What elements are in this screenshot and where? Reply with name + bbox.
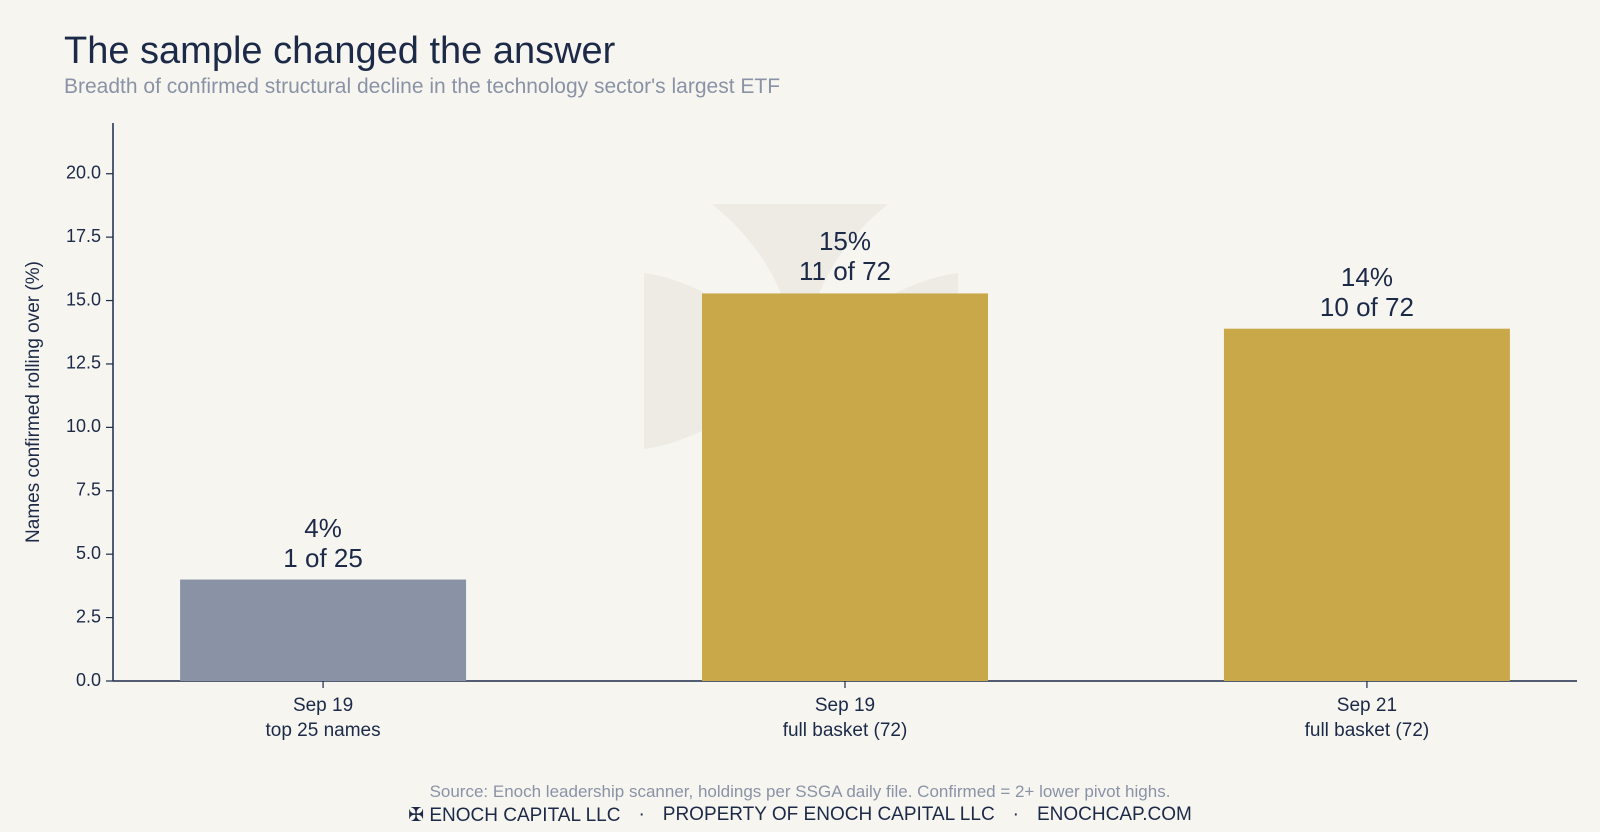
y-tick-label: 17.5	[66, 226, 101, 246]
x-tick-label: Sep 19 full basket (72)	[782, 695, 908, 741]
y-axis-label: Names confirmed rolling over (%)	[23, 261, 44, 543]
y-tick-label: 5.0	[76, 543, 101, 563]
separator: ·	[638, 804, 645, 825]
bar	[702, 293, 988, 681]
y-tick-label: 0.0	[76, 670, 101, 690]
y-tick-label: 20.0	[66, 162, 101, 182]
source-note: Source: Enoch leadership scanner, holdin…	[429, 782, 1171, 801]
chart-subtitle: Breadth of confirmed structural decline …	[64, 75, 781, 98]
y-tick-label: 10.0	[66, 416, 101, 436]
x-tick-label: Sep 21 full basket (72)	[1304, 695, 1430, 741]
y-tick-label: 12.5	[66, 353, 101, 373]
value-label: 15% 11 of 72	[798, 226, 892, 287]
footer-item: ENOCHCAP.COM	[1037, 804, 1192, 825]
footer-item: PROPERTY OF ENOCH CAPITAL LLC	[662, 804, 995, 825]
y-tick-label: 7.5	[76, 480, 101, 500]
bar	[180, 579, 467, 681]
footer: ✠ ENOCH CAPITAL LLC · PROPERTY OF ENOCH …	[0, 804, 1600, 827]
bar	[1223, 328, 1510, 681]
value-label: 14% 10 of 72	[1319, 261, 1414, 322]
chart-title: The sample changed the answer	[64, 30, 616, 72]
y-tick-label: 2.5	[76, 606, 101, 626]
value-label: 4% 1 of 25	[283, 512, 363, 573]
footer-item: ✠ ENOCH CAPITAL LLC	[408, 805, 621, 826]
y-tick-label: 15.0	[66, 289, 101, 309]
separator: ·	[1012, 804, 1019, 825]
x-tick-label: Sep 19 top 25 names	[265, 695, 381, 741]
